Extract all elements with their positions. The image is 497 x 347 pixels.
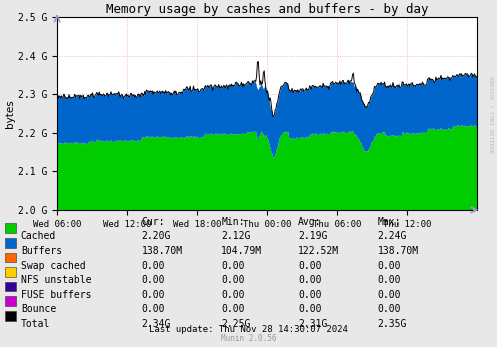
Text: 2.19G: 2.19G bbox=[298, 231, 328, 242]
Text: 0.00: 0.00 bbox=[298, 275, 322, 285]
Text: 0.00: 0.00 bbox=[378, 290, 401, 300]
Text: 0.00: 0.00 bbox=[221, 304, 245, 314]
Text: Total: Total bbox=[21, 319, 50, 329]
Text: 2.34G: 2.34G bbox=[142, 319, 171, 329]
Title: Memory usage by cashes and buffers - by day: Memory usage by cashes and buffers - by … bbox=[106, 3, 428, 16]
Text: 2.12G: 2.12G bbox=[221, 231, 250, 242]
Text: 0.00: 0.00 bbox=[142, 261, 165, 271]
Text: Cached: Cached bbox=[21, 231, 56, 242]
Text: 0.00: 0.00 bbox=[142, 304, 165, 314]
Text: 0.00: 0.00 bbox=[298, 261, 322, 271]
Text: 0.00: 0.00 bbox=[378, 275, 401, 285]
Text: 2.20G: 2.20G bbox=[142, 231, 171, 242]
Text: Min:: Min: bbox=[221, 217, 245, 227]
Text: 2.25G: 2.25G bbox=[221, 319, 250, 329]
Text: 0.00: 0.00 bbox=[298, 304, 322, 314]
Text: Munin 2.0.56: Munin 2.0.56 bbox=[221, 334, 276, 343]
Text: 2.35G: 2.35G bbox=[378, 319, 407, 329]
Text: 0.00: 0.00 bbox=[221, 290, 245, 300]
Y-axis label: bytes: bytes bbox=[5, 99, 15, 128]
Text: Bounce: Bounce bbox=[21, 304, 56, 314]
Text: Swap cached: Swap cached bbox=[21, 261, 85, 271]
Text: Buffers: Buffers bbox=[21, 246, 62, 256]
Text: 138.70M: 138.70M bbox=[142, 246, 183, 256]
Text: 0.00: 0.00 bbox=[142, 275, 165, 285]
Text: NFS unstable: NFS unstable bbox=[21, 275, 91, 285]
Text: 0.00: 0.00 bbox=[298, 290, 322, 300]
Text: Last update: Thu Nov 28 14:30:07 2024: Last update: Thu Nov 28 14:30:07 2024 bbox=[149, 325, 348, 334]
Text: Max:: Max: bbox=[378, 217, 401, 227]
Text: Avg:: Avg: bbox=[298, 217, 322, 227]
Text: 104.79M: 104.79M bbox=[221, 246, 262, 256]
Text: 138.70M: 138.70M bbox=[378, 246, 419, 256]
Text: 0.00: 0.00 bbox=[378, 261, 401, 271]
Text: 0.00: 0.00 bbox=[221, 275, 245, 285]
Text: 122.52M: 122.52M bbox=[298, 246, 339, 256]
Text: 0.00: 0.00 bbox=[378, 304, 401, 314]
Text: 2.24G: 2.24G bbox=[378, 231, 407, 242]
Text: Cur:: Cur: bbox=[142, 217, 165, 227]
Text: FUSE buffers: FUSE buffers bbox=[21, 290, 91, 300]
Text: 2.31G: 2.31G bbox=[298, 319, 328, 329]
Text: 0.00: 0.00 bbox=[142, 290, 165, 300]
Text: 0.00: 0.00 bbox=[221, 261, 245, 271]
Text: RRDTOOL / TOBI OETIKER: RRDTOOL / TOBI OETIKER bbox=[489, 76, 494, 153]
